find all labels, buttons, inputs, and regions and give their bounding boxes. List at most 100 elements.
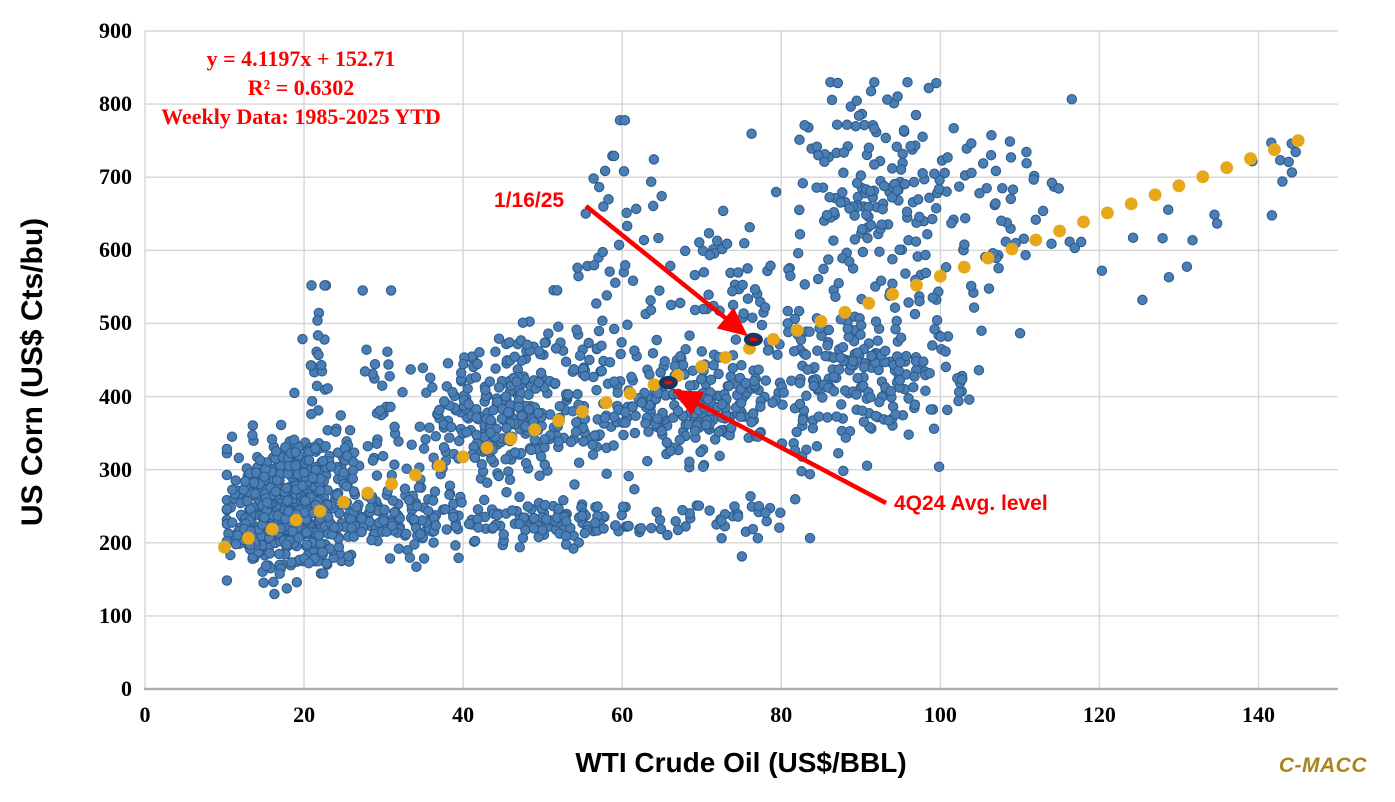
data-point [747, 523, 759, 535]
regression-equation: y = 4.1197x + 152.71 [206, 46, 396, 71]
data-point [713, 368, 724, 380]
data-point [689, 304, 701, 316]
data-point [623, 520, 634, 532]
data-point [389, 507, 400, 518]
data-point [442, 358, 454, 369]
trendline-dot [337, 495, 351, 509]
data-point [596, 365, 608, 377]
data-point [849, 234, 861, 245]
data-point [869, 159, 880, 170]
data-point [274, 568, 285, 579]
data-point [565, 436, 577, 448]
trendline-dot [766, 333, 780, 346]
data-point [835, 197, 846, 208]
data-point [408, 514, 420, 525]
y-tick-label: 800 [99, 91, 132, 117]
data-point [749, 284, 761, 295]
trendline-dot [599, 396, 613, 410]
data-point [852, 347, 863, 358]
data-point [850, 120, 861, 132]
cmacc-logo: C-MACC [1278, 754, 1367, 777]
data-point [774, 522, 785, 533]
data-point [1157, 232, 1168, 244]
data-point [221, 575, 233, 586]
data-point [533, 345, 545, 357]
data-point [313, 349, 324, 361]
data-point [290, 447, 301, 458]
data-point [369, 358, 381, 370]
data-point [714, 450, 725, 462]
data-point [529, 434, 541, 445]
data-point [414, 421, 426, 432]
data-point [572, 262, 583, 274]
data-point [870, 316, 882, 327]
data-point [799, 119, 810, 131]
data-point [520, 457, 532, 469]
data-point [517, 532, 529, 544]
data-point [338, 467, 350, 478]
data-point [890, 409, 901, 420]
data-point [647, 200, 659, 212]
data-point [983, 283, 995, 294]
data-point [630, 410, 641, 422]
x-tick-label: 0 [139, 702, 151, 727]
data-point [325, 461, 337, 472]
data-point [823, 254, 834, 265]
data-point [312, 330, 324, 341]
data-point [851, 389, 862, 400]
data-point [241, 495, 253, 507]
data-point [620, 417, 631, 429]
data-point [558, 495, 569, 506]
data-point [826, 94, 838, 106]
data-point [857, 246, 869, 258]
data-point [521, 339, 533, 351]
data-point [616, 337, 627, 348]
trendline-dot [933, 269, 947, 283]
data-point [908, 176, 920, 188]
data-point [1004, 136, 1016, 147]
data-point [522, 501, 534, 512]
data-point [589, 517, 601, 529]
data-point [747, 312, 758, 323]
data-point [427, 382, 438, 393]
data-point [647, 347, 659, 359]
data-point [596, 340, 607, 351]
data-point [281, 539, 292, 550]
data-point [886, 163, 898, 174]
data-point [378, 515, 389, 527]
data-point [535, 367, 547, 379]
trendline-dot [1291, 134, 1305, 148]
data-point [399, 483, 411, 495]
data-point [1046, 177, 1058, 189]
data-point [940, 346, 951, 357]
data-point [579, 370, 591, 382]
data-point [909, 308, 921, 320]
data-point [785, 270, 796, 282]
data-point [591, 298, 602, 309]
data-point [259, 512, 270, 523]
data-point [770, 186, 782, 198]
data-point [942, 404, 953, 416]
data-point [852, 372, 863, 384]
data-point [744, 222, 755, 233]
data-point [493, 333, 505, 344]
data-point [403, 494, 415, 506]
data-point [1181, 261, 1193, 272]
data-point [282, 495, 293, 507]
data-point [321, 558, 332, 569]
data-point [651, 506, 662, 518]
trendline-dot [1196, 170, 1210, 184]
data-point [861, 460, 873, 471]
data-point [959, 212, 971, 224]
data-point [684, 380, 696, 391]
y-tick-label: 200 [99, 529, 132, 555]
data-point [684, 456, 695, 467]
data-point [918, 356, 929, 367]
data-point [899, 178, 911, 190]
data-point [959, 239, 970, 250]
data-point [386, 520, 398, 531]
data-point [273, 548, 285, 560]
data-point [247, 429, 258, 441]
data-point [377, 450, 389, 462]
data-point [701, 419, 712, 431]
